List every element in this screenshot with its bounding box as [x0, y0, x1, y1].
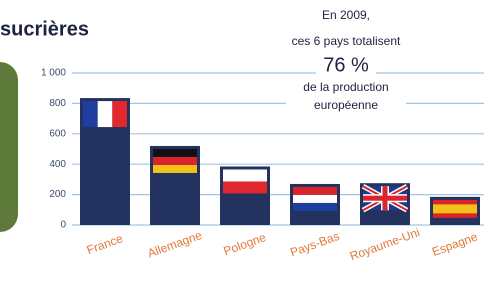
flag [223, 169, 267, 181]
flag [433, 204, 477, 213]
flag-group [223, 169, 267, 193]
chart: sucrières 0 200 400 600 800 1 000 En 2009, ces … [0, 0, 484, 292]
flag [153, 149, 197, 157]
y-tick-label: 600 [49, 128, 66, 139]
flag [363, 196, 407, 201]
y-tick-label: 800 [49, 98, 66, 109]
flag [98, 101, 113, 127]
flag [112, 101, 127, 127]
flag [293, 195, 337, 203]
chart-title: sucrières [0, 18, 89, 40]
flag [293, 187, 337, 195]
y-tick-label: 1 000 [41, 68, 66, 79]
flag-group [83, 101, 127, 127]
flag-group [433, 200, 477, 218]
flag [153, 165, 197, 173]
annotation: ces 6 pays totalisent [292, 34, 401, 48]
flag [223, 181, 267, 193]
flag [153, 157, 197, 165]
flag [83, 101, 98, 127]
photo [0, 62, 18, 232]
y-tick-label: 0 [60, 220, 66, 231]
flag-group [363, 186, 407, 210]
y-tick-label: 200 [49, 189, 66, 200]
y-tick-label: 400 [49, 159, 66, 170]
flag [293, 203, 337, 211]
flag-group [293, 187, 337, 211]
annotation: En 2009, [322, 8, 370, 22]
annotation: européenne [314, 98, 378, 112]
flag-group [153, 149, 197, 173]
annotation: 76 % [323, 54, 369, 76]
annotation: de la production [303, 80, 388, 94]
